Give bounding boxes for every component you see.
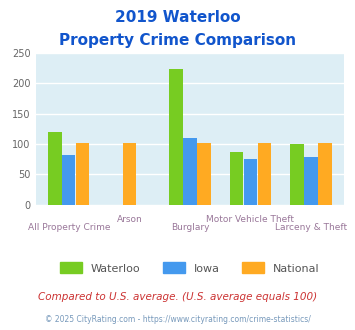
Bar: [244, 159, 257, 205]
Text: Compared to U.S. average. (U.S. average equals 100): Compared to U.S. average. (U.S. average …: [38, 292, 317, 302]
Text: Motor Vehicle Theft: Motor Vehicle Theft: [207, 215, 295, 224]
Bar: [318, 143, 332, 205]
Bar: [258, 143, 271, 205]
Bar: [76, 143, 89, 205]
Text: Arson: Arson: [116, 215, 142, 224]
Bar: [48, 132, 61, 205]
Legend: Waterloo, Iowa, National: Waterloo, Iowa, National: [55, 258, 324, 278]
Bar: [183, 138, 197, 205]
Text: Burglary: Burglary: [171, 223, 209, 232]
Bar: [230, 152, 243, 205]
Text: Property Crime Comparison: Property Crime Comparison: [59, 33, 296, 48]
Bar: [290, 144, 304, 205]
Bar: [62, 155, 76, 205]
Text: All Property Crime: All Property Crime: [28, 223, 110, 232]
Bar: [123, 143, 136, 205]
Text: Larceny & Theft: Larceny & Theft: [275, 223, 347, 232]
Text: © 2025 CityRating.com - https://www.cityrating.com/crime-statistics/: © 2025 CityRating.com - https://www.city…: [45, 315, 310, 324]
Bar: [169, 69, 183, 205]
Bar: [197, 143, 211, 205]
Bar: [304, 157, 318, 205]
Text: 2019 Waterloo: 2019 Waterloo: [115, 10, 240, 25]
